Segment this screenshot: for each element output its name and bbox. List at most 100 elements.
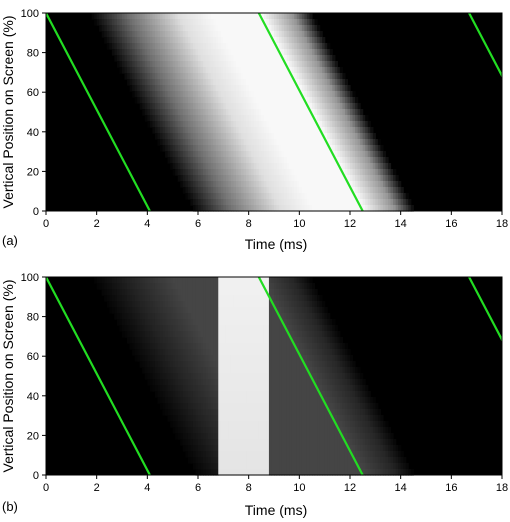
heat-cell [225, 403, 229, 410]
heat-cell [220, 307, 224, 314]
heat-cell [157, 79, 161, 86]
y-axis-label-a: Vertical Position on Screen (%) [0, 16, 16, 209]
heat-cell [329, 199, 333, 206]
heat-cell [177, 49, 181, 56]
heat-cell [314, 343, 318, 350]
heat-cell [271, 367, 275, 374]
heat-cell [144, 325, 148, 332]
heat-cell [200, 361, 204, 368]
heat-cell [286, 307, 290, 314]
heat-cell [200, 187, 204, 194]
heat-cell [185, 355, 189, 362]
heat-cell [352, 127, 356, 134]
heat-cell [172, 139, 176, 146]
heat-cell [258, 295, 262, 302]
heat-cell [332, 61, 336, 68]
heat-cell [198, 289, 202, 296]
heat-cell [144, 67, 148, 74]
heat-cell [251, 37, 255, 44]
heat-cell [317, 295, 321, 302]
heat-cell [352, 151, 356, 158]
heat-cell [294, 103, 298, 110]
heat-cell [251, 139, 255, 146]
heat-cell [251, 307, 255, 314]
heat-cell [253, 43, 257, 50]
heat-cell [299, 385, 303, 392]
heat-cell [324, 343, 328, 350]
heat-cell [170, 31, 174, 38]
heat-cell [261, 397, 265, 404]
heat-cell [215, 415, 219, 422]
heat-cell [210, 157, 214, 164]
heat-cell [218, 409, 222, 416]
heat-cell [334, 187, 338, 194]
heat-cell [306, 337, 311, 344]
heat-cell [350, 205, 354, 212]
heat-cell [301, 157, 305, 164]
heat-cell [210, 43, 214, 50]
heat-cell [203, 109, 207, 116]
heat-cell [251, 19, 255, 26]
heat-cell [223, 37, 227, 44]
heat-cell [116, 313, 121, 320]
heat-cell [301, 61, 305, 68]
heat-cell [157, 391, 161, 398]
heat-cell [314, 367, 318, 374]
heat-cell [154, 73, 159, 80]
heat-cell [327, 403, 331, 410]
heat-cell [170, 91, 174, 98]
heat-cell [180, 307, 184, 314]
heat-cell [281, 199, 285, 206]
heat-cell [279, 91, 283, 98]
heat-cell [304, 49, 308, 56]
heat-cell [317, 367, 321, 374]
heat-cell [299, 379, 303, 386]
heat-cell [215, 145, 219, 152]
heat-cell [139, 283, 143, 290]
heat-cell [372, 403, 376, 410]
heat-cell [382, 193, 387, 200]
heat-cell [228, 415, 232, 422]
heat-cell [99, 277, 103, 284]
heat-cell [238, 187, 242, 194]
heat-cell [350, 157, 354, 164]
heat-cell [230, 343, 235, 350]
heat-cell [266, 409, 270, 416]
heat-cell [301, 349, 305, 356]
heat-cell [281, 379, 285, 386]
heat-cell [294, 205, 298, 212]
heat-cell [210, 67, 214, 74]
heat-cell [172, 325, 176, 332]
heat-cell [203, 289, 207, 296]
heat-cell [248, 169, 252, 176]
heat-cell [223, 397, 227, 404]
heat-cell [350, 115, 354, 122]
heat-cell [236, 187, 240, 194]
heat-cell [309, 277, 313, 284]
heat-cell [271, 349, 275, 356]
heat-cell [190, 301, 194, 308]
heat-cell [177, 337, 181, 344]
heat-cell [327, 115, 331, 122]
heat-cell [309, 205, 313, 212]
heat-cell [301, 109, 305, 116]
heat-cell [238, 199, 242, 206]
heat-cell [344, 415, 349, 422]
heat-cell [253, 397, 257, 404]
heat-cell [284, 169, 288, 176]
heat-cell [274, 343, 278, 350]
heat-cell [276, 187, 280, 194]
heat-cell [165, 115, 169, 122]
heat-cell [246, 361, 250, 368]
heat-cell [236, 157, 240, 164]
heat-cell [324, 313, 328, 320]
heat-cell [256, 97, 260, 104]
heat-cell [329, 49, 333, 56]
heat-cell [192, 307, 197, 314]
heat-cell [205, 319, 209, 326]
heat-cell [223, 307, 227, 314]
heat-cell [319, 307, 323, 314]
heat-cell [301, 145, 305, 152]
heat-cell [220, 319, 224, 326]
heat-cell [238, 79, 242, 86]
